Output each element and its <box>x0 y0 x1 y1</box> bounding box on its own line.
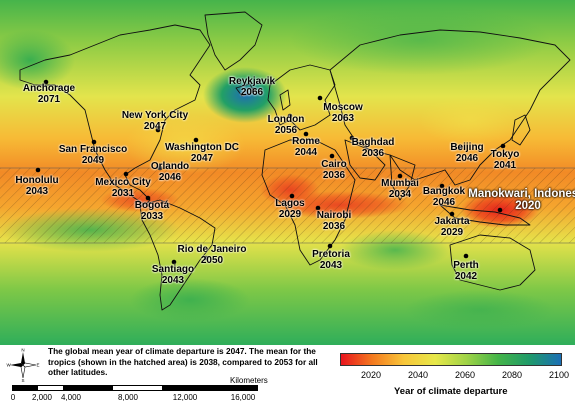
city-label-beijing: Beijing 2046 <box>450 142 484 164</box>
city-label-bogota: Bogotá 2033 <box>134 200 170 222</box>
city-label-bangkok: Bangkok 2046 <box>422 186 466 208</box>
city-label-london: London 2056 <box>267 114 305 136</box>
city-marker <box>439 183 445 189</box>
compass-rose-icon: N S E W <box>7 348 40 382</box>
city-marker <box>289 193 295 199</box>
city-marker <box>157 165 163 171</box>
city-marker <box>315 205 321 211</box>
legend-title: Year of climate departure <box>394 386 508 397</box>
city-label-washington-dc: Washington DC 2047 <box>164 142 240 164</box>
city-label-cairo: Cairo 2036 <box>321 159 347 181</box>
city-marker <box>317 95 323 101</box>
city-label-new-york-city: New York City 2047 <box>121 110 189 132</box>
city-label-rome: Rome 2044 <box>292 136 320 158</box>
world-map <box>0 0 575 345</box>
city-marker <box>171 259 177 265</box>
city-label-lagos: Lagos 2029 <box>275 198 305 220</box>
city-marker <box>327 243 333 249</box>
city-label-moscow: Moscow 2063 <box>323 102 363 124</box>
city-label-jakarta: Jakarta 2029 <box>434 216 470 238</box>
legend-tick: 2060 <box>454 370 476 380</box>
legend-color-bar <box>340 353 562 366</box>
city-label-reykjavik: Reykjavik 2066 <box>228 76 276 98</box>
city-label-perth: Perth 2042 <box>453 260 479 282</box>
compass-e: E <box>36 363 39 368</box>
city-marker <box>457 145 463 151</box>
compass-s: S <box>21 378 24 382</box>
city-label-baghdad: Baghdad 2036 <box>351 137 395 159</box>
city-marker <box>203 255 209 261</box>
scale-ticks: 0 2,000 4,000 8,000 12,000 16,000 <box>0 393 300 405</box>
city-label-pretoria: Pretoria 2043 <box>312 249 350 271</box>
scale-tick: 8,000 <box>117 393 139 402</box>
scale-tick: 0 <box>10 393 16 402</box>
city-marker <box>35 167 41 173</box>
legend-tick: 2020 <box>360 370 382 380</box>
city-marker <box>397 173 403 179</box>
city-label-orlando: Orlando 2046 <box>150 161 190 183</box>
city-marker <box>91 139 97 145</box>
scale-unit-label: Kilometers <box>230 376 268 385</box>
city-marker <box>463 253 469 259</box>
city-marker <box>500 143 506 149</box>
city-marker <box>349 135 355 141</box>
city-marker <box>497 207 503 213</box>
city-marker <box>193 137 199 143</box>
compass-n: N <box>21 348 24 353</box>
city-label-anchorage: Anchorage 2071 <box>22 83 76 105</box>
legend-tick: 2040 <box>407 370 429 380</box>
map-caption: The global mean year of climate departur… <box>48 346 318 378</box>
scale-tick: 4,000 <box>60 393 82 402</box>
city-label-nairobi: Nairobi 2036 <box>316 210 352 232</box>
compass-w: W <box>7 363 12 368</box>
city-label-honolulu: Honolulu 2043 <box>15 175 59 197</box>
city-marker <box>251 87 257 93</box>
city-marker <box>155 127 161 133</box>
scale-tick: 2,000 <box>31 393 53 402</box>
city-marker <box>287 113 293 119</box>
scale-tick: 12,000 <box>172 393 198 402</box>
city-marker <box>123 171 129 177</box>
legend-tick: 2080 <box>501 370 523 380</box>
city-label-tokyo: Tokyo 2041 <box>490 149 520 171</box>
city-label-santiago: Santiago 2043 <box>151 264 195 286</box>
city-marker <box>303 131 309 137</box>
city-marker <box>329 153 335 159</box>
city-marker <box>145 195 151 201</box>
city-label-san-francisco: San Francisco 2049 <box>58 144 128 166</box>
scale-bar <box>12 385 258 391</box>
city-marker <box>449 211 455 217</box>
city-label-rio-de-janeiro: Rio de Janeiro 2050 <box>177 244 247 266</box>
legend-tick: 2100 <box>548 370 570 380</box>
city-label-manokwari: Manokwari, Indonesia2020 <box>468 188 575 212</box>
city-label-mexico-city: Mexico City 2031 <box>95 177 151 199</box>
legend-ticks: 2020 2040 2060 2080 2100 <box>340 370 570 382</box>
city-label-mumbai: Mumbai 2034 <box>381 178 419 200</box>
scale-tick: 16,000 <box>230 393 256 402</box>
city-marker <box>43 79 49 85</box>
